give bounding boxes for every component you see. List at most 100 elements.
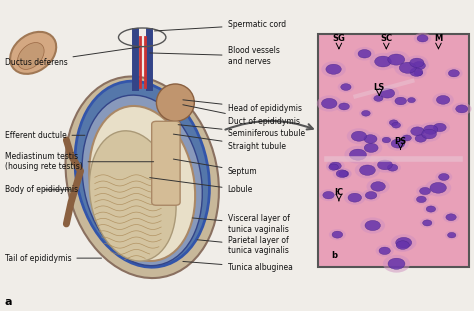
Circle shape xyxy=(412,132,430,144)
Circle shape xyxy=(351,131,366,141)
Circle shape xyxy=(422,129,437,139)
Circle shape xyxy=(336,101,353,112)
Circle shape xyxy=(348,193,362,202)
Circle shape xyxy=(445,67,463,79)
Text: PS: PS xyxy=(394,137,407,146)
Circle shape xyxy=(388,54,405,65)
Circle shape xyxy=(377,160,392,170)
Circle shape xyxy=(329,229,346,240)
Circle shape xyxy=(438,174,449,180)
Circle shape xyxy=(452,103,472,115)
Ellipse shape xyxy=(89,131,176,261)
Circle shape xyxy=(396,241,410,249)
Circle shape xyxy=(433,123,446,132)
Circle shape xyxy=(387,118,401,127)
Circle shape xyxy=(336,169,352,179)
Circle shape xyxy=(424,125,438,134)
Circle shape xyxy=(371,182,385,191)
Circle shape xyxy=(407,124,428,138)
Ellipse shape xyxy=(156,84,194,121)
Circle shape xyxy=(414,33,431,44)
Circle shape xyxy=(333,168,351,180)
Circle shape xyxy=(446,214,456,220)
Circle shape xyxy=(406,65,427,79)
Circle shape xyxy=(362,110,370,116)
Text: LS: LS xyxy=(374,83,385,91)
Ellipse shape xyxy=(75,81,210,267)
Circle shape xyxy=(405,96,418,104)
Ellipse shape xyxy=(18,43,44,69)
Circle shape xyxy=(394,59,421,77)
Text: Seminiferous tubule: Seminiferous tubule xyxy=(178,125,305,138)
Text: Septum: Septum xyxy=(173,159,257,175)
Circle shape xyxy=(383,255,410,273)
Text: Blood vessels
and nerves: Blood vessels and nerves xyxy=(150,46,279,66)
Circle shape xyxy=(326,64,341,74)
Circle shape xyxy=(374,95,383,101)
Circle shape xyxy=(319,189,337,201)
Text: a: a xyxy=(5,297,12,307)
Circle shape xyxy=(429,121,450,134)
Circle shape xyxy=(376,86,399,101)
Circle shape xyxy=(347,128,371,144)
Text: Duct of epididymis: Duct of epididymis xyxy=(183,105,300,126)
Circle shape xyxy=(410,58,424,67)
Circle shape xyxy=(409,59,429,72)
Circle shape xyxy=(415,135,426,142)
Circle shape xyxy=(370,53,396,70)
Circle shape xyxy=(417,126,441,142)
Text: SC: SC xyxy=(380,35,392,43)
Circle shape xyxy=(345,146,372,164)
Circle shape xyxy=(349,149,366,160)
Circle shape xyxy=(344,191,365,205)
Circle shape xyxy=(413,62,425,70)
Circle shape xyxy=(380,136,393,144)
Circle shape xyxy=(337,81,354,92)
Circle shape xyxy=(317,95,342,112)
Circle shape xyxy=(410,68,423,77)
Circle shape xyxy=(392,238,413,252)
Text: IC: IC xyxy=(334,188,344,197)
Text: b: b xyxy=(331,251,337,259)
Circle shape xyxy=(341,84,351,91)
Text: SG: SG xyxy=(332,35,346,43)
Circle shape xyxy=(326,160,345,172)
Text: Mediastinum testis
(housing rete testis): Mediastinum testis (housing rete testis) xyxy=(5,152,154,171)
Circle shape xyxy=(387,137,409,151)
Text: Spermatic cord: Spermatic cord xyxy=(155,21,286,31)
Circle shape xyxy=(414,70,422,76)
Circle shape xyxy=(373,157,397,173)
Ellipse shape xyxy=(10,32,56,74)
Circle shape xyxy=(423,220,432,226)
Circle shape xyxy=(360,141,383,155)
Circle shape xyxy=(358,49,371,58)
Circle shape xyxy=(332,231,343,238)
Circle shape xyxy=(448,70,459,77)
Circle shape xyxy=(379,247,391,254)
Circle shape xyxy=(435,171,452,183)
Circle shape xyxy=(366,179,390,194)
Circle shape xyxy=(399,62,416,73)
Text: Visceral layer of
tunica vaginalis: Visceral layer of tunica vaginalis xyxy=(192,214,290,234)
Circle shape xyxy=(384,162,401,173)
Circle shape xyxy=(360,132,381,146)
Circle shape xyxy=(360,165,375,175)
Text: M: M xyxy=(434,35,443,43)
Circle shape xyxy=(408,98,415,103)
Circle shape xyxy=(364,135,377,143)
FancyBboxPatch shape xyxy=(318,34,469,267)
Circle shape xyxy=(432,93,454,107)
Circle shape xyxy=(339,170,349,177)
Circle shape xyxy=(389,121,403,130)
Circle shape xyxy=(417,196,426,202)
Circle shape xyxy=(339,103,349,110)
Circle shape xyxy=(326,162,341,172)
Circle shape xyxy=(359,109,373,118)
Circle shape xyxy=(423,204,438,214)
Circle shape xyxy=(392,95,410,107)
Circle shape xyxy=(392,122,401,128)
Circle shape xyxy=(323,192,334,199)
Text: Body of epididymis: Body of epididymis xyxy=(5,185,78,194)
Circle shape xyxy=(375,245,394,257)
Circle shape xyxy=(402,135,411,141)
